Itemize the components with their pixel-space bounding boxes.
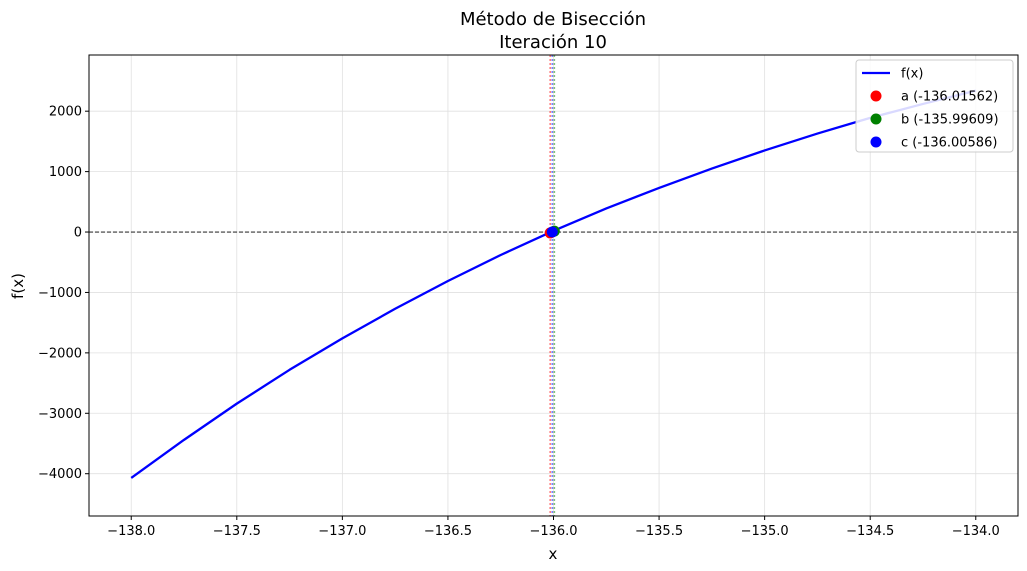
x-tick-label: −136.5: [424, 524, 472, 539]
y-tick-label: 2000: [49, 105, 82, 120]
y-axis-label: f(x): [9, 273, 27, 299]
y-tick-label: 1000: [49, 165, 82, 180]
y-tick-label: −4000: [38, 467, 82, 482]
x-tick-label: −136.0: [529, 524, 577, 539]
y-tick-label: −2000: [38, 346, 82, 361]
x-tick-label: −134.5: [846, 524, 894, 539]
points-layer: [544, 225, 560, 239]
x-tick-label: −135.0: [741, 524, 789, 539]
x-tick-label: −137.0: [318, 524, 366, 539]
legend-entry-label: a (-136.01562): [901, 90, 998, 105]
x-axis-ticks: −138.0 −137.5 −137.0 −136.5 −136.0 −135.5 −135…: [107, 516, 1000, 539]
legend-marker-swatch: [870, 136, 882, 148]
legend: f(x) a (-136.01562) b (-135.99609) c (-136.…: [855, 59, 1014, 153]
x-axis-label: x: [549, 545, 558, 563]
y-tick-label: −3000: [38, 407, 82, 422]
legend-marker-swatch: [870, 113, 882, 125]
legend-entry-label: b (-135.99609): [901, 113, 999, 128]
legend-marker-swatch: [870, 90, 882, 102]
legend-entry-label: c (-136.00586): [901, 136, 997, 151]
y-tick-label: 0: [74, 226, 82, 241]
legend-box: [855, 59, 1014, 153]
chart-title: Método de Bisección: [460, 9, 646, 30]
x-tick-label: −138.0: [107, 524, 155, 539]
x-tick-label: −137.5: [213, 524, 261, 539]
y-axis-ticks: −4000 −3000 −2000 −1000 0 1000 2000: [38, 105, 89, 482]
y-tick-label: −1000: [38, 286, 82, 301]
x-tick-label: −135.5: [635, 524, 683, 539]
x-tick-label: −134.0: [952, 524, 1000, 539]
legend-entry-label: f(x): [901, 67, 923, 82]
point-marker: [546, 226, 558, 238]
chart-subtitle: Iteración 10: [499, 32, 607, 53]
